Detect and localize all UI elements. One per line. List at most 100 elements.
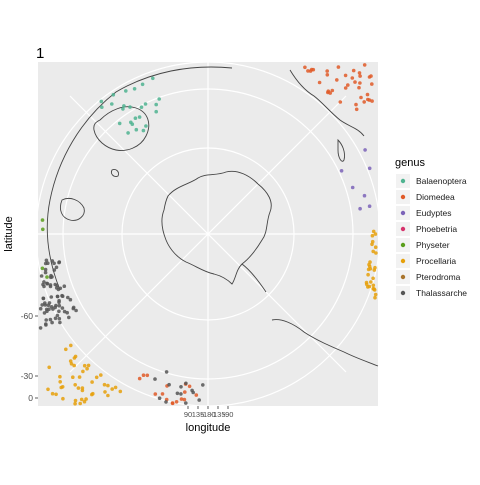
occurrence-point-thalassarche: [58, 286, 63, 291]
occurrence-point-procellaria: [110, 387, 114, 391]
occurrence-point-balaenoptera: [144, 124, 148, 128]
occurrence-point-diomedea: [179, 397, 184, 401]
occurrence-point-thalassarche: [184, 401, 188, 405]
x-tick-label: 90: [184, 410, 192, 419]
occurrence-point-procellaria: [103, 390, 107, 394]
occurrence-point-thalassarche: [53, 316, 58, 321]
occurrence-point-thalassarche: [43, 270, 48, 275]
occurrence-point-thalassarche: [52, 268, 57, 272]
occurrence-point-physeter: [40, 266, 45, 271]
occurrence-point-physeter: [45, 275, 49, 279]
legend-label-procellaria: Procellaria: [416, 256, 456, 266]
occurrence-point-balaenoptera: [141, 128, 146, 133]
y-axis: -60 -30 0: [21, 311, 38, 403]
occurrence-point-diomedea: [187, 384, 192, 389]
occurrence-point-thalassarche: [52, 261, 56, 266]
occurrence-point-procellaria: [58, 380, 62, 384]
legend: genus Balaenoptera Diomedea Eudyptes Phoebe…: [395, 157, 467, 300]
occurrence-point-balaenoptera: [157, 97, 161, 101]
occurrence-point-balaenoptera: [122, 104, 126, 108]
madagascar-coastline: [337, 138, 345, 162]
occurrence-point-procellaria: [69, 362, 74, 366]
occurrence-point-thalassarche: [49, 295, 54, 299]
occurrence-point-thalassarche: [179, 392, 183, 396]
occurrence-point-diomedea: [357, 71, 362, 75]
occurrence-point-thalassarche: [74, 308, 78, 313]
occurrence-point-procellaria: [82, 399, 87, 404]
antarctic-peninsula: [241, 263, 267, 293]
occurrence-point-balaenoptera: [110, 102, 114, 106]
y-tick-label: 0: [28, 393, 33, 403]
legend-key-eudyptes: [400, 210, 406, 216]
occurrence-point-balaenoptera: [121, 107, 125, 111]
occurrence-point-procellaria: [102, 382, 107, 387]
occurrence-point-balaenoptera: [130, 122, 135, 126]
x-tick-label: -180: [200, 410, 215, 419]
legend-key-pterodroma: [400, 274, 406, 280]
occurrence-point-procellaria: [367, 284, 372, 289]
occurrence-point-procellaria: [84, 397, 88, 401]
meridian-diagonal-b: [69, 95, 347, 373]
occurrence-point-eudyptes: [350, 185, 355, 190]
occurrence-point-procellaria: [371, 229, 376, 234]
occurrence-point-procellaria: [72, 363, 76, 368]
occurrence-point-procellaria: [58, 374, 62, 379]
occurrence-point-procellaria: [73, 401, 77, 406]
occurrence-point-diomedea: [365, 92, 370, 97]
occurrence-point-procellaria: [47, 365, 51, 370]
graticule: [35, 61, 381, 407]
occurrence-point-procellaria: [59, 385, 63, 390]
x-tick-label: -90: [223, 410, 234, 419]
occurrence-point-procellaria: [72, 356, 77, 360]
occurrence-point-balaenoptera: [124, 89, 128, 93]
occurrence-point-diomedea: [354, 102, 358, 107]
occurrence-point-diomedea: [183, 390, 187, 394]
legend-label-thalassarche: Thalassarche: [416, 288, 467, 298]
occurrence-point-procellaria: [373, 245, 378, 249]
legend-label-pterodroma: Pterodroma: [416, 272, 461, 282]
occurrence-point-thalassarche: [39, 274, 44, 278]
occurrence-point-thalassarche: [55, 313, 60, 318]
occurrence-point-thalassarche: [44, 258, 49, 263]
occurrence-point-diomedea: [317, 80, 322, 85]
occurrence-point-diomedea: [353, 80, 357, 84]
occurrence-point-procellaria: [369, 280, 373, 284]
occurrence-point-eudyptes: [339, 169, 344, 173]
occurrence-point-procellaria: [79, 397, 84, 402]
occurrence-point-procellaria: [113, 385, 118, 390]
occurrence-point-thalassarche: [157, 396, 162, 401]
x-axis-label: longitude: [186, 422, 231, 434]
y-tick-label: -60: [21, 311, 34, 321]
legend-label-phoebetria: Phoebetria: [416, 224, 457, 234]
occurrence-point-balaenoptera: [117, 121, 122, 126]
occurrence-point-procellaria: [68, 359, 73, 363]
occurrence-point-procellaria: [82, 363, 87, 368]
occurrence-point-thalassarche: [49, 305, 54, 309]
occurrence-point-procellaria: [64, 347, 68, 352]
occurrence-point-procellaria: [371, 249, 376, 254]
occurrence-point-diomedea: [367, 98, 372, 102]
occurrence-point-procellaria: [50, 391, 55, 396]
occurrence-point-thalassarche: [42, 284, 46, 289]
occurrence-point-diomedea: [370, 99, 374, 103]
occurrence-point-balaenoptera: [139, 105, 144, 109]
occurrence-point-thalassarche: [48, 283, 53, 287]
occurrence-point-thalassarche: [68, 297, 73, 302]
occurrence-point-thalassarche: [38, 306, 43, 311]
occurrence-point-procellaria: [80, 386, 85, 390]
occurrence-point-diomedea: [367, 75, 372, 79]
occurrence-point-procellaria: [86, 363, 91, 368]
y-axis-label: latitude: [3, 216, 15, 251]
occurrence-point-diomedea: [358, 81, 362, 85]
occurrence-point-diomedea: [343, 73, 348, 78]
legend-key-balaenoptera: [400, 178, 406, 184]
occurrence-point-thalassarche: [191, 390, 195, 395]
occurrence-point-procellaria: [85, 366, 89, 371]
occurrence-point-procellaria: [370, 233, 375, 238]
occurrence-point-diomedea: [182, 397, 187, 402]
occurrence-point-procellaria: [364, 280, 369, 285]
occurrence-point-thalassarche: [71, 305, 76, 310]
occurrence-point-diomedea: [160, 392, 165, 396]
occurrence-point-thalassarche: [201, 383, 205, 387]
